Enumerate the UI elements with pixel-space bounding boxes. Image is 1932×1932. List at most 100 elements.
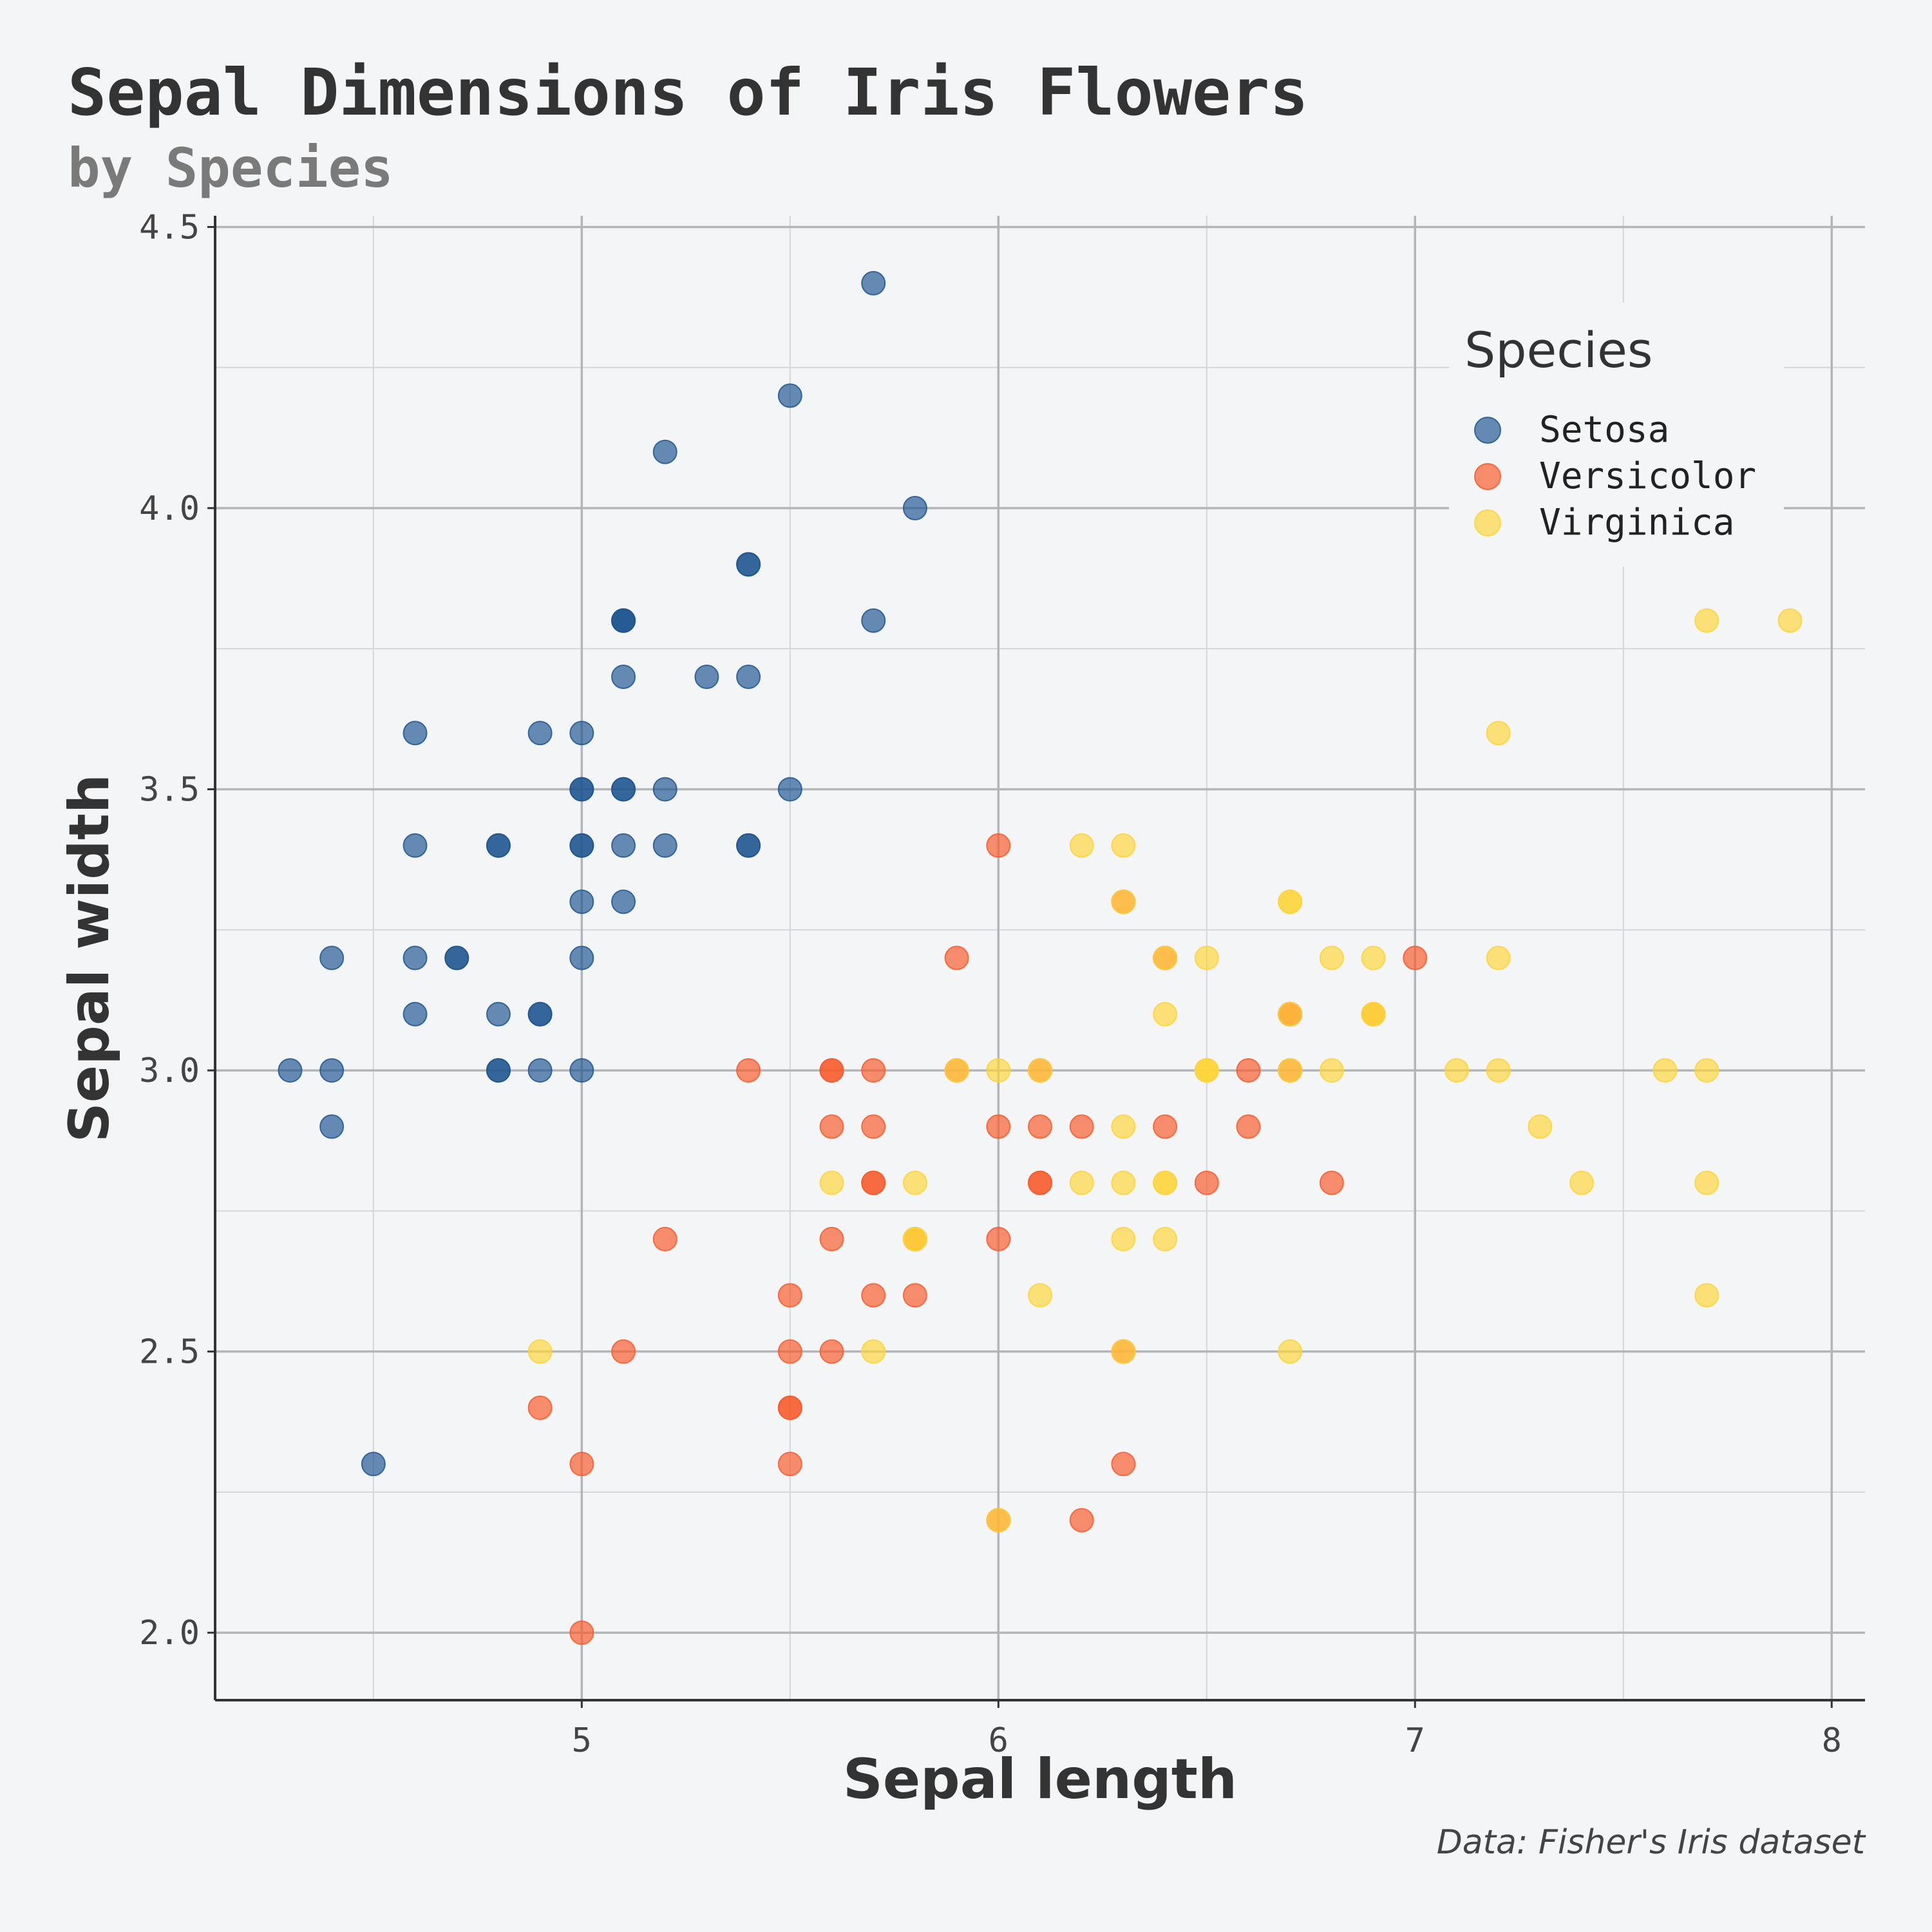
virginica-point <box>986 1058 1011 1083</box>
virginica-point <box>1153 1001 1178 1027</box>
setosa-point <box>278 1058 303 1083</box>
virginica-point <box>1111 833 1136 858</box>
virginica-point <box>944 1058 969 1083</box>
setosa-point <box>569 1058 594 1083</box>
versicolor-point <box>861 1114 886 1139</box>
virginica-point <box>1278 1058 1303 1083</box>
legend-marker-setosa <box>1474 417 1501 444</box>
versicolor-point <box>1111 1452 1136 1477</box>
setosa-point <box>611 608 636 633</box>
setosa-point <box>861 608 886 633</box>
virginica-point <box>1486 1058 1511 1083</box>
setosa-point <box>569 889 594 914</box>
virginica-point <box>1319 945 1344 971</box>
versicolor-point <box>986 1227 1011 1252</box>
setosa-point <box>611 889 636 914</box>
virginica-point <box>1653 1058 1678 1083</box>
y-tick-label: 2.5 <box>139 1333 200 1372</box>
x-tick-label: 7 <box>1405 1721 1425 1760</box>
versicolor-point <box>777 1283 802 1308</box>
versicolor-point <box>1028 1114 1052 1139</box>
setosa-point <box>319 1114 345 1139</box>
x-tick-label: 6 <box>989 1721 1009 1760</box>
virginica-point <box>1694 1283 1719 1308</box>
setosa-point <box>694 664 719 689</box>
virginica-point <box>1361 945 1386 971</box>
setosa-point <box>861 270 886 296</box>
setosa-point <box>569 945 594 971</box>
virginica-point <box>1694 1170 1719 1195</box>
setosa-point <box>611 664 636 689</box>
setosa-point <box>361 1452 386 1477</box>
x-axis-title: Sepal length <box>843 1747 1237 1812</box>
legend-label-virginica: Virginica <box>1539 502 1734 544</box>
y-tick-label: 3.5 <box>139 771 200 810</box>
versicolor-point <box>736 1058 761 1083</box>
versicolor-point <box>944 945 969 971</box>
virginica-point <box>1528 1114 1553 1139</box>
virginica-point <box>1194 945 1219 971</box>
virginica-point <box>1153 1170 1178 1195</box>
y-tick-label: 3.0 <box>139 1052 200 1090</box>
versicolor-point <box>1403 945 1428 971</box>
x-tick-label: 5 <box>572 1721 592 1760</box>
virginica-point <box>1278 1001 1303 1027</box>
chart-subtitle: by Species <box>68 137 393 200</box>
chart-title: Sepal Dimensions of Iris Flowers <box>68 55 1309 130</box>
y-axis-ticks: 2.0 2.5 3.0 3.5 4.0 4.5 <box>139 208 215 1653</box>
setosa-point <box>486 1001 511 1027</box>
virginica-point <box>861 1339 886 1364</box>
versicolor-point <box>819 1227 844 1252</box>
versicolor-point <box>1236 1058 1261 1083</box>
virginica-point <box>1777 608 1803 633</box>
virginica-point <box>1028 1283 1052 1308</box>
versicolor-point <box>1069 1114 1094 1139</box>
virginica-point <box>902 1227 927 1252</box>
virginica-point <box>1111 1170 1136 1195</box>
setosa-point <box>569 721 594 746</box>
legend-label-setosa: Setosa <box>1539 409 1669 451</box>
versicolor-point <box>861 1283 886 1308</box>
setosa-point <box>736 664 761 689</box>
setosa-point <box>319 1058 345 1083</box>
scatter-points <box>278 270 1803 1645</box>
source-note: Data: Fisher's Iris dataset <box>1437 1823 1866 1862</box>
setosa-point <box>402 945 428 971</box>
virginica-point <box>1028 1058 1052 1083</box>
setosa-point <box>652 439 677 464</box>
versicolor-point <box>1153 1114 1178 1139</box>
setosa-point <box>486 833 511 858</box>
setosa-point <box>611 777 636 802</box>
legend-background <box>1449 303 1784 567</box>
setosa-point <box>527 1001 553 1027</box>
virginica-point <box>1319 1058 1344 1083</box>
legend-label-versicolor: Versicolor <box>1539 455 1756 497</box>
versicolor-point <box>1319 1170 1344 1195</box>
versicolor-point <box>1069 1508 1094 1533</box>
x-tick-label: 8 <box>1822 1721 1842 1760</box>
virginica-point <box>1361 1001 1386 1027</box>
setosa-point <box>902 496 927 521</box>
virginica-point <box>1069 833 1094 858</box>
major-gridlines <box>215 216 1865 1700</box>
versicolor-point <box>819 1339 844 1364</box>
setosa-point <box>444 945 469 971</box>
virginica-point <box>1486 721 1511 746</box>
setosa-point <box>652 777 677 802</box>
legend-marker-virginica <box>1474 509 1501 536</box>
virginica-point <box>1569 1170 1595 1195</box>
y-tick-label: 4.0 <box>139 489 200 528</box>
setosa-point <box>402 1001 428 1027</box>
versicolor-point <box>777 1452 802 1477</box>
versicolor-point <box>777 1395 802 1420</box>
virginica-point <box>1111 1339 1136 1364</box>
virginica-point <box>527 1339 553 1364</box>
setosa-point <box>569 833 594 858</box>
versicolor-point <box>861 1058 886 1083</box>
virginica-point <box>1694 1058 1719 1083</box>
versicolor-point <box>569 1620 594 1645</box>
legend-title: Species <box>1464 321 1653 379</box>
versicolor-point <box>569 1452 594 1477</box>
virginica-point <box>1194 1058 1219 1083</box>
